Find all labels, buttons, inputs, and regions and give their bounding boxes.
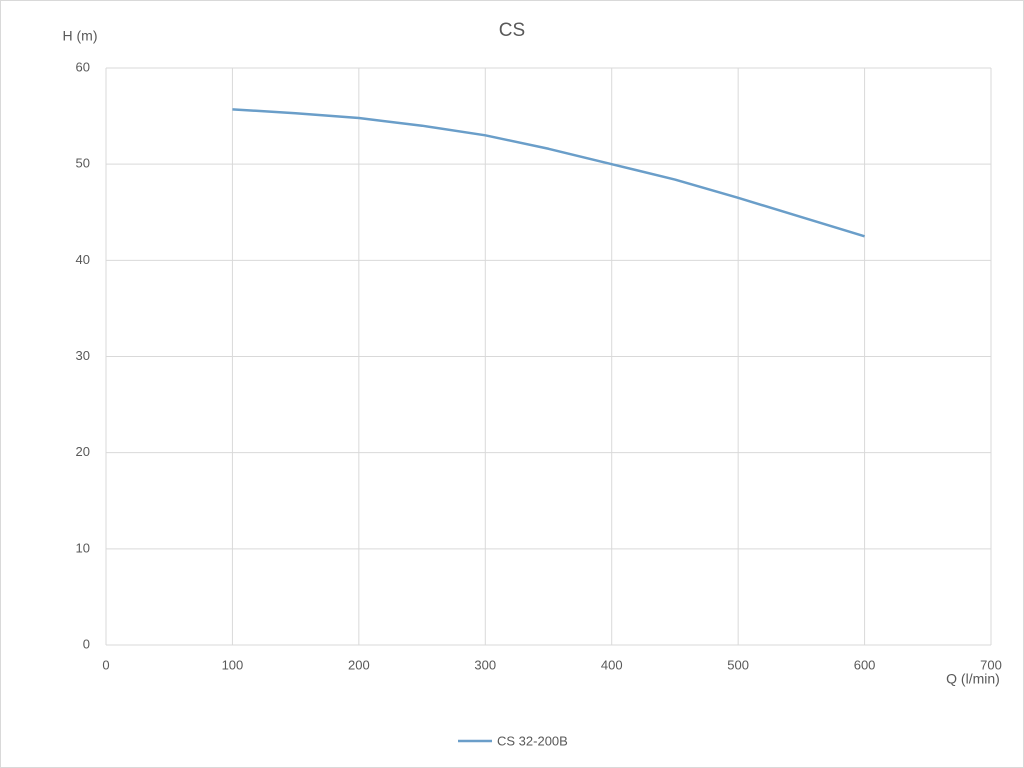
y-tick-label: 40 [76, 252, 90, 267]
x-tick-label: 200 [348, 657, 370, 672]
x-tick-label: 600 [854, 657, 876, 672]
y-axis-title: H (m) [63, 28, 98, 44]
y-tick-label: 30 [76, 348, 90, 363]
x-tick-label: 100 [222, 657, 244, 672]
y-tick-label: 10 [76, 540, 90, 555]
chart-title: CS [499, 20, 525, 41]
x-tick-label: 300 [474, 657, 496, 672]
y-tick-label: 50 [76, 156, 90, 171]
y-tick-label: 20 [76, 444, 90, 459]
data-line [232, 108, 865, 238]
y-tick-label: 0 [83, 636, 90, 651]
x-tick-label: 0 [102, 657, 109, 672]
x-tick-label: 700 [980, 657, 1002, 672]
x-tick-label: 500 [727, 657, 749, 672]
x-axis-title: Q (l/min) [946, 671, 1000, 687]
y-tick-label: 60 [76, 59, 90, 74]
x-tick-label: 400 [601, 657, 623, 672]
legend-label: CS 32-200B [497, 733, 568, 748]
